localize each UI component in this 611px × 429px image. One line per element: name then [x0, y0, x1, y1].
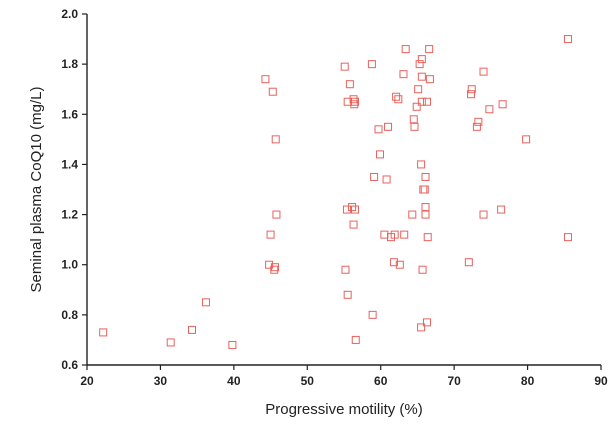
data-point: [348, 203, 357, 212]
data-point: [272, 210, 281, 219]
data-point: [467, 85, 476, 94]
data-point: [479, 210, 488, 219]
data-point: [266, 230, 275, 239]
data-point: [417, 55, 426, 64]
data-point: [479, 67, 488, 76]
data-point: [350, 100, 359, 109]
data-point: [474, 117, 483, 126]
data-point: [412, 102, 421, 111]
data-point: [522, 135, 531, 144]
y-ticks: 0.6 0.8 1.0 1.2 1.4 1.6 1.8 2.0: [61, 7, 87, 372]
y-tick-label: 1.4: [61, 157, 78, 171]
data-point: [345, 80, 354, 89]
data-point: [342, 205, 351, 214]
data-point: [400, 230, 409, 239]
data-point: [415, 60, 424, 69]
data-point: [409, 115, 418, 124]
data-point: [498, 100, 507, 109]
data-point: [201, 298, 210, 307]
data-point: [390, 230, 399, 239]
data-point: [265, 260, 274, 269]
data-point: [343, 290, 352, 299]
data-point: [268, 87, 277, 96]
data-point: [261, 75, 270, 84]
data-point: [399, 70, 408, 79]
data-point: [374, 125, 383, 134]
data-point: [422, 97, 431, 106]
data-point: [422, 318, 431, 327]
data-point: [425, 75, 434, 84]
data-point: [485, 105, 494, 114]
data-point: [417, 323, 426, 332]
data-point: [421, 210, 430, 219]
data-point: [417, 72, 426, 81]
data-point: [389, 258, 398, 267]
data-point: [370, 172, 379, 181]
data-point: [408, 210, 417, 219]
data-point: [382, 175, 391, 184]
data-point: [349, 220, 358, 229]
data-point: [464, 258, 473, 267]
x-tick-label: 90: [594, 374, 608, 388]
data-point: [425, 45, 434, 54]
data-point: [417, 160, 426, 169]
x-ticks: 20 30 40 50 60 70 80 90: [80, 365, 608, 388]
y-tick-label: 1.2: [61, 208, 78, 222]
data-point: [351, 205, 360, 214]
y-axis-label: Seminal plasma CoQ10 (mg/L): [28, 87, 45, 293]
data-point: [395, 260, 404, 269]
plot-area: 20 30 40 50 60 70 80 90 0.6 0.8 1.0 1.2 1.4 1.6 1.8 2.…: [61, 7, 608, 388]
data-point: [420, 185, 429, 194]
data-point: [349, 95, 358, 104]
data-point: [188, 325, 197, 334]
data-point: [166, 338, 175, 347]
data-point: [423, 233, 432, 242]
y-tick-label: 1.0: [61, 258, 78, 272]
x-axis-label: Progressive motility (%): [265, 401, 423, 418]
data-point: [472, 122, 481, 131]
data-point: [563, 233, 572, 242]
data-point: [401, 45, 410, 54]
y-tick-label: 0.6: [61, 358, 78, 372]
x-tick-label: 60: [374, 374, 388, 388]
data-point: [271, 135, 280, 144]
y-tick-label: 0.8: [61, 308, 78, 322]
data-points: [99, 35, 572, 349]
x-tick-label: 50: [301, 374, 315, 388]
data-point: [497, 205, 506, 214]
data-point: [380, 230, 389, 239]
data-point: [368, 310, 377, 319]
data-point: [341, 265, 350, 274]
data-point: [99, 328, 108, 337]
data-point: [414, 85, 423, 94]
data-point: [351, 97, 360, 106]
x-tick-label: 30: [154, 374, 168, 388]
data-point: [351, 335, 360, 344]
data-point: [418, 265, 427, 274]
data-point: [375, 150, 384, 159]
data-point: [417, 97, 426, 106]
x-tick-label: 20: [80, 374, 94, 388]
data-point: [421, 172, 430, 181]
data-point: [340, 62, 349, 71]
data-point: [394, 95, 403, 104]
data-point: [228, 340, 237, 349]
data-point: [392, 92, 401, 101]
y-tick-label: 1.8: [61, 57, 78, 71]
x-tick-label: 70: [447, 374, 461, 388]
x-tick-label: 80: [521, 374, 535, 388]
y-tick-label: 1.6: [61, 107, 78, 121]
data-point: [467, 90, 476, 99]
data-point: [410, 122, 419, 131]
data-point: [270, 265, 279, 274]
x-tick-label: 40: [227, 374, 241, 388]
data-point: [421, 203, 430, 212]
data-point: [367, 60, 376, 69]
y-tick-label: 2.0: [61, 7, 78, 21]
data-point: [384, 122, 393, 131]
data-point: [270, 263, 279, 272]
data-point: [563, 35, 572, 44]
